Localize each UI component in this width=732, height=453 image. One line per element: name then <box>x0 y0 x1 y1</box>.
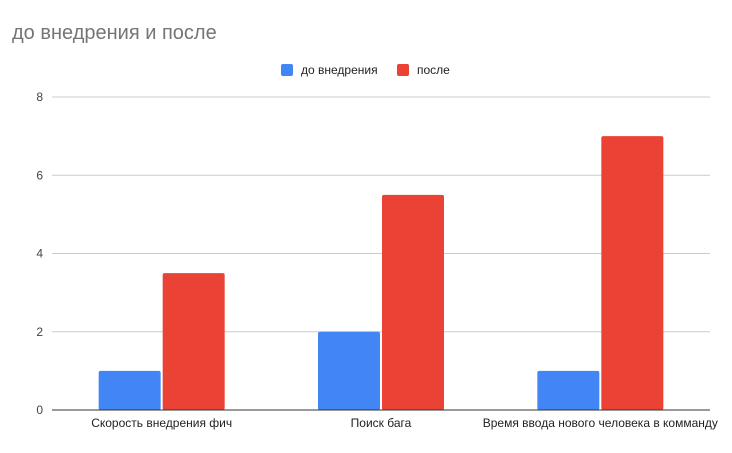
bar-after <box>601 136 664 410</box>
x-tick-label: Время ввода нового человека в комманду <box>483 416 718 430</box>
legend-item-before[interactable]: до внедрения <box>281 61 378 79</box>
legend-swatch-before <box>281 64 293 76</box>
y-tick-label: 8 <box>36 90 43 104</box>
bar-before <box>537 370 600 410</box>
y-tick-label: 4 <box>36 247 43 261</box>
legend-item-after[interactable]: после <box>397 61 450 79</box>
y-tick-label: 0 <box>36 403 43 417</box>
y-tick-label: 6 <box>36 168 43 182</box>
bar-after <box>162 273 225 410</box>
bar-before <box>318 331 380 410</box>
legend: до внедрения после <box>0 61 732 79</box>
chart-title: до внедрения и после <box>12 22 217 44</box>
legend-label-after: после <box>417 63 450 77</box>
bar-before <box>98 370 161 410</box>
x-tick-label: Скорость внедрения фич <box>91 416 232 430</box>
y-tick-label: 2 <box>36 325 43 339</box>
legend-label-before: до внедрения <box>301 63 378 77</box>
x-tick-label: Поиск бага <box>351 416 412 430</box>
bar-after <box>382 194 444 410</box>
legend-swatch-after <box>397 64 409 76</box>
